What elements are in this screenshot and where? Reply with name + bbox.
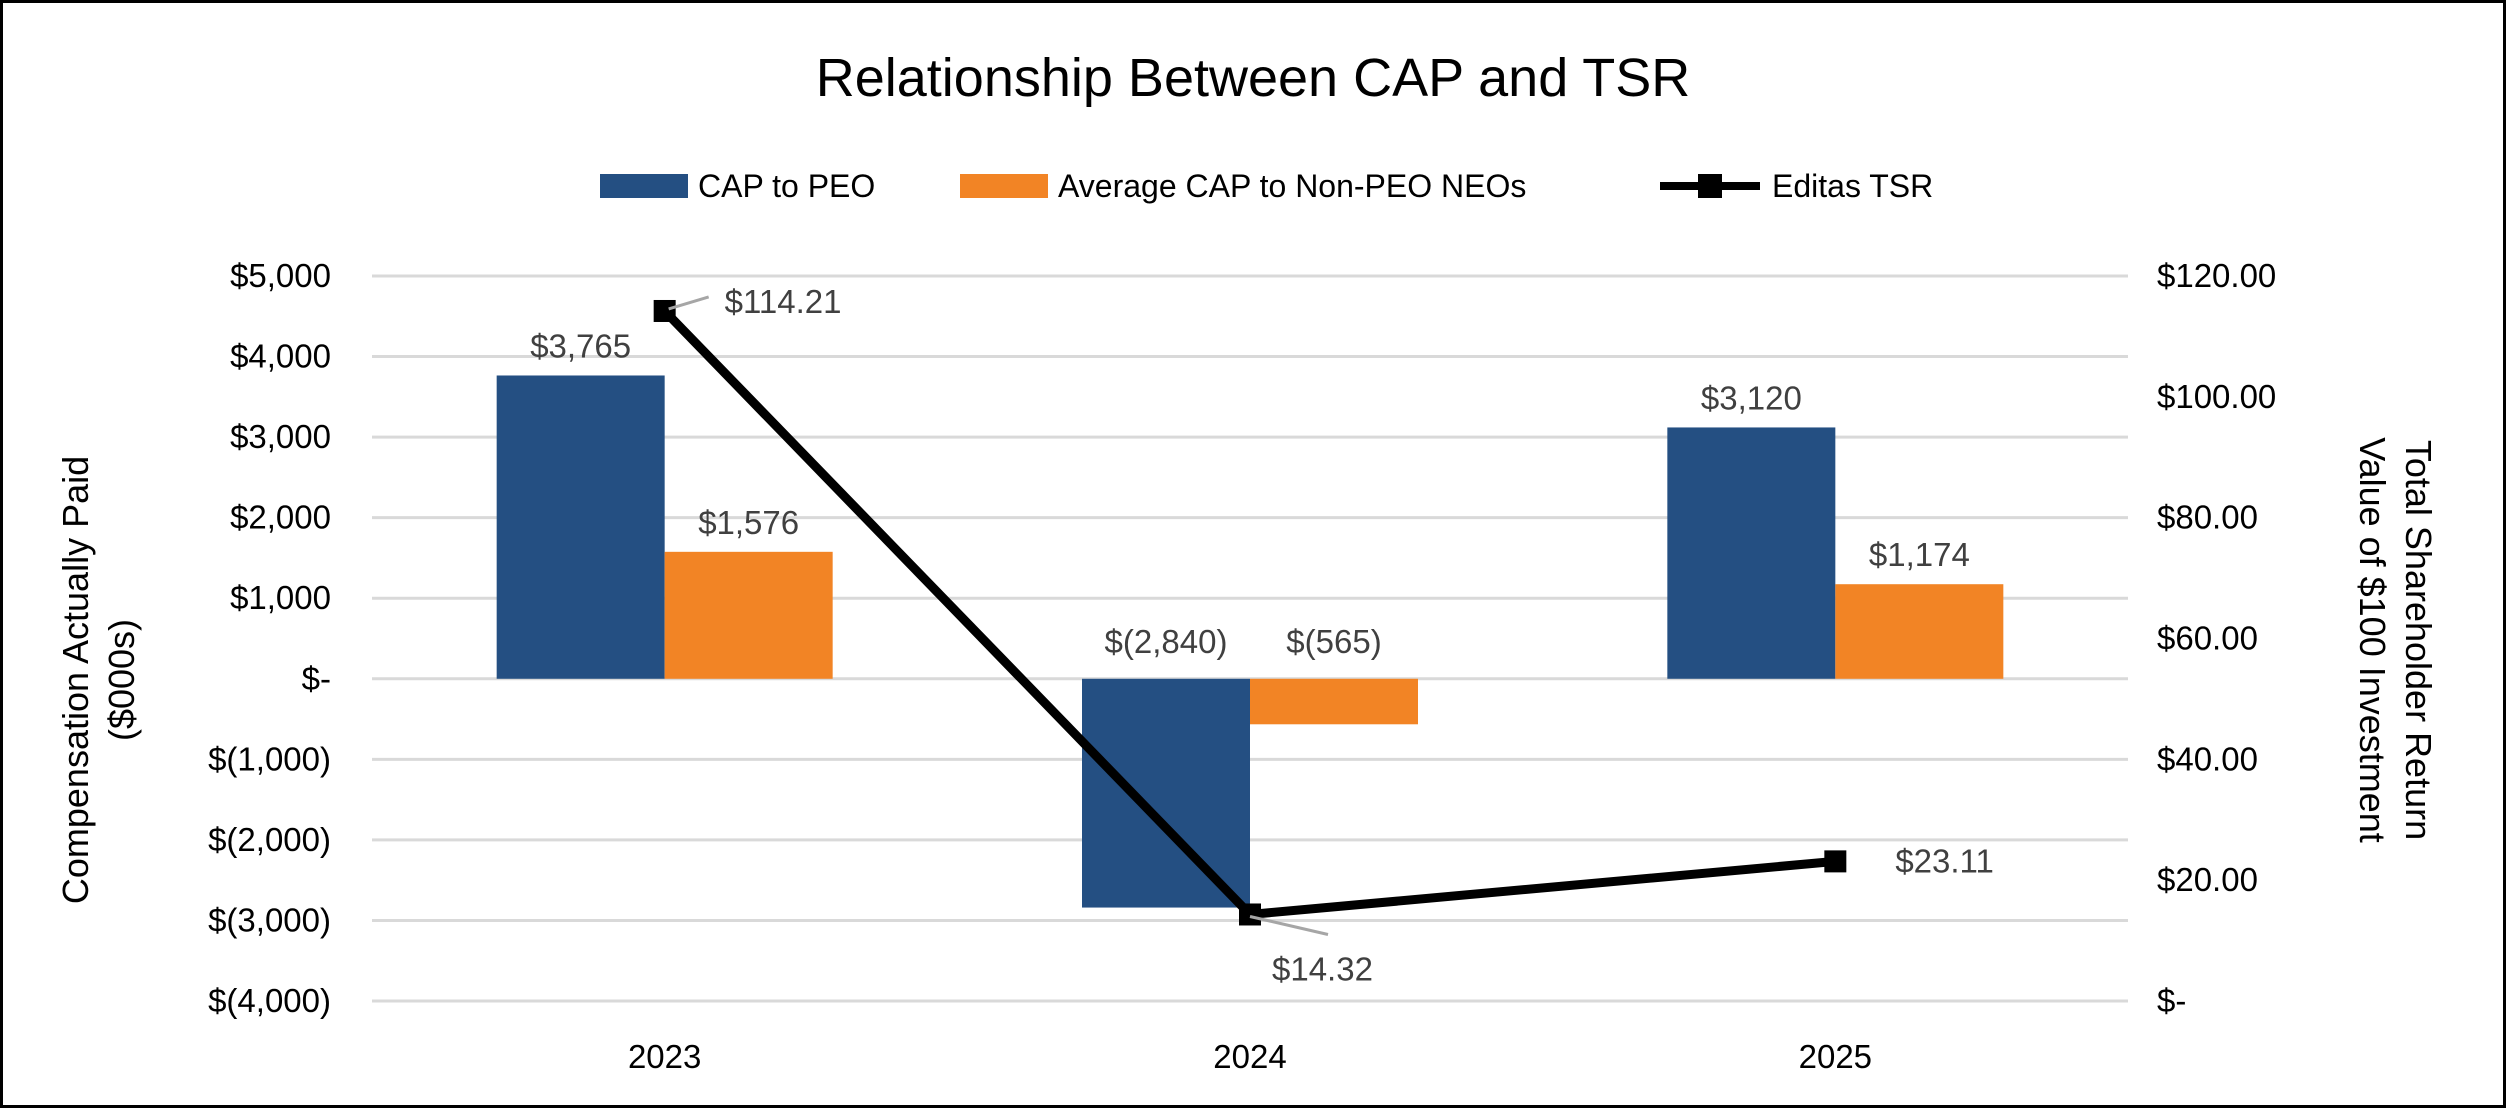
x-tick-label: 2024 xyxy=(1213,1038,1286,1075)
tsr-marker xyxy=(1239,903,1261,926)
bar-cap-neo xyxy=(664,551,833,679)
y-tick-label: $(3,000) xyxy=(208,901,331,938)
y-tick-label: $3,000 xyxy=(230,418,331,455)
y2-tick-label: $20.00 xyxy=(2157,861,2258,898)
data-label: $3,120 xyxy=(1701,379,1802,416)
y-tick-label: $2,000 xyxy=(230,499,331,536)
tsr-marker xyxy=(653,299,676,322)
legend: CAP to PEO Average CAP to Non-PEO NEOs E… xyxy=(600,168,1933,204)
y-tick-label: $1,000 xyxy=(230,579,331,616)
bar-cap-peo xyxy=(1082,678,1250,908)
bar-cap-peo xyxy=(1667,427,1836,679)
y2-axis-title-line1: Total Shareholder Return xyxy=(2398,440,2439,840)
y-tick-label: $4,000 xyxy=(230,338,331,375)
y2-tick-label: $120.00 xyxy=(2157,257,2276,294)
chart-title: Relationship Between CAP and TSR xyxy=(816,48,1691,108)
data-label: $1,174 xyxy=(1869,536,1970,573)
y2-tick-label: $80.00 xyxy=(2157,499,2258,536)
tsr-data-label: $23.11 xyxy=(1895,842,1993,879)
legend-label-tsr: Editas TSR xyxy=(1772,168,1933,204)
y-tick-label: $(4,000) xyxy=(208,982,331,1019)
legend-label-cap-peo: CAP to PEO xyxy=(698,168,875,204)
tsr-data-label: $14.32 xyxy=(1272,950,1373,987)
y2-axis-title-line2: Value of $100 Investment xyxy=(2352,437,2393,843)
leader-line xyxy=(1249,915,1329,936)
x-tick-label: 2023 xyxy=(628,1038,701,1075)
bar-cap-peo xyxy=(496,375,665,679)
legend-label-cap-neo: Average CAP to Non-PEO NEOs xyxy=(1058,168,1526,204)
tsr-marker xyxy=(1824,850,1847,873)
data-label: $3,765 xyxy=(530,327,631,364)
leader-line xyxy=(668,295,710,311)
legend-swatch-cap-neo xyxy=(960,174,1048,198)
y-tick-label: $- xyxy=(302,660,331,697)
y-tick-label: $(1,000) xyxy=(208,740,331,777)
y2-tick-label: $60.00 xyxy=(2157,620,2258,657)
x-tick-label: 2025 xyxy=(1799,1038,1872,1075)
legend-swatch-cap-peo xyxy=(600,174,688,198)
y-tick-label: $(2,000) xyxy=(208,821,331,858)
bar-cap-neo xyxy=(1835,584,2004,679)
legend-marker-tsr xyxy=(1698,174,1722,198)
y2-tick-label: $100.00 xyxy=(2157,378,2276,415)
tsr-data-label: $114.21 xyxy=(725,283,842,320)
y2-tick-label: $40.00 xyxy=(2157,740,2258,777)
y2-tick-label: $- xyxy=(2157,982,2186,1019)
y-axis-title-line1: Compensation Actually Paid xyxy=(55,456,96,904)
bar-cap-neo xyxy=(1250,678,1418,725)
y-tick-label: $5,000 xyxy=(230,257,331,294)
data-label: $(565) xyxy=(1286,623,1381,660)
data-label: $(2,840) xyxy=(1105,623,1228,660)
y-axis-title-line2: ($000s) xyxy=(101,619,142,741)
data-label: $1,576 xyxy=(698,504,799,541)
